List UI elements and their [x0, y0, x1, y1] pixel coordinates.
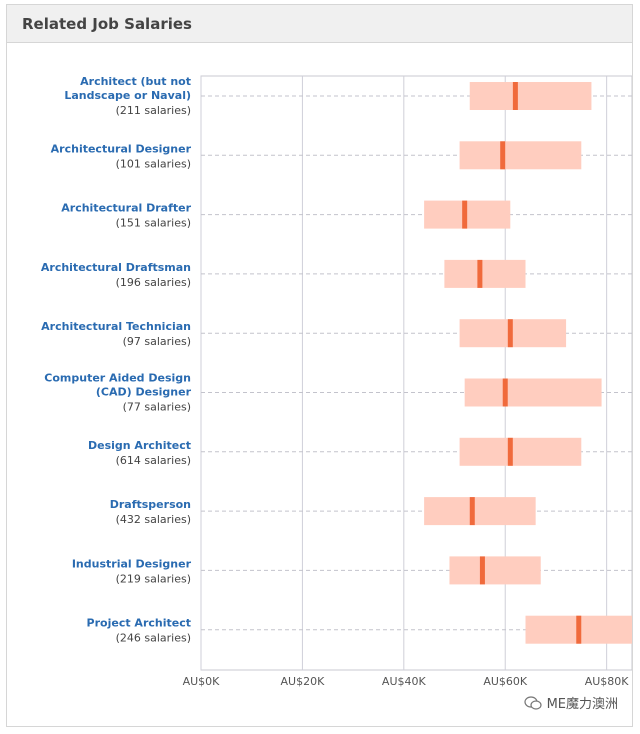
salary-count-label: (77 salaries): [123, 401, 191, 414]
salary-range-bar: [459, 319, 567, 348]
median-marker: [462, 200, 468, 229]
job-title-label: Draftsperson: [110, 498, 191, 511]
salary-count-label: (246 salaries): [116, 632, 191, 645]
job-title-label: Architect (but not: [80, 75, 191, 88]
salary-count-label: (211 salaries): [116, 104, 191, 117]
job-title-label: Architectural Technician: [41, 320, 191, 333]
salary-count-label: (97 salaries): [123, 335, 191, 348]
median-marker: [507, 437, 513, 466]
x-tick-label: AU$20K: [281, 675, 326, 688]
job-title-label: Design Architect: [88, 439, 191, 452]
salary-range-bar: [464, 378, 602, 407]
job-title-label: Architectural Drafter: [61, 202, 191, 215]
salary-count-label: (101 salaries): [116, 157, 191, 170]
median-marker: [576, 615, 582, 644]
salary-count-label: (432 salaries): [116, 513, 191, 526]
related-job-salaries-panel: Related Job Salaries AU$0K AU$20K AU$40K AU…: [6, 4, 633, 727]
median-marker: [479, 556, 485, 585]
job-title-label: Project Architect: [87, 617, 191, 630]
salary-range-chart: AU$0K AU$20K AU$40K AU$60K AU$80K Architect (…: [41, 75, 632, 688]
job-title-label: Computer Aided Design: [44, 372, 191, 385]
salary-range-bar: [424, 200, 511, 229]
salary-count-label: (196 salaries): [116, 276, 191, 289]
salary-count-label: (614 salaries): [116, 454, 191, 467]
wechat-icon: [523, 695, 542, 710]
median-marker: [469, 497, 475, 526]
median-marker: [477, 259, 483, 288]
watermark-text: ME魔力澳洲: [546, 697, 618, 712]
job-title-label: Architectural Designer: [51, 142, 192, 155]
salary-range-bar: [459, 437, 582, 466]
job-title-label: Architectural Draftsman: [41, 261, 191, 274]
job-title-label: Landscape or Naval): [64, 89, 191, 102]
median-marker: [507, 319, 513, 348]
median-marker: [500, 141, 506, 170]
median-marker: [512, 82, 518, 110]
x-tick-label: AU$80K: [585, 675, 630, 688]
salary-count-label: (219 salaries): [116, 572, 191, 585]
x-tick-label: AU$0K: [183, 675, 221, 688]
salary-range-bar: [469, 82, 592, 110]
salary-range-bar: [459, 141, 582, 170]
x-tick-label: AU$60K: [483, 675, 528, 688]
x-tick-label: AU$40K: [382, 675, 427, 688]
panel-title: Related Job Salaries: [22, 14, 192, 33]
salary-range-bar: [424, 497, 536, 526]
job-title-label: (CAD) Designer: [96, 386, 192, 399]
median-marker: [502, 378, 508, 407]
salary-range-bar: [444, 259, 526, 288]
salary-range-bar: [449, 556, 541, 585]
panel-header: Related Job Salaries: [7, 5, 632, 43]
watermark: ME魔力澳洲: [523, 693, 618, 712]
job-title-label: Industrial Designer: [72, 557, 192, 570]
salary-count-label: (151 salaries): [116, 217, 191, 230]
